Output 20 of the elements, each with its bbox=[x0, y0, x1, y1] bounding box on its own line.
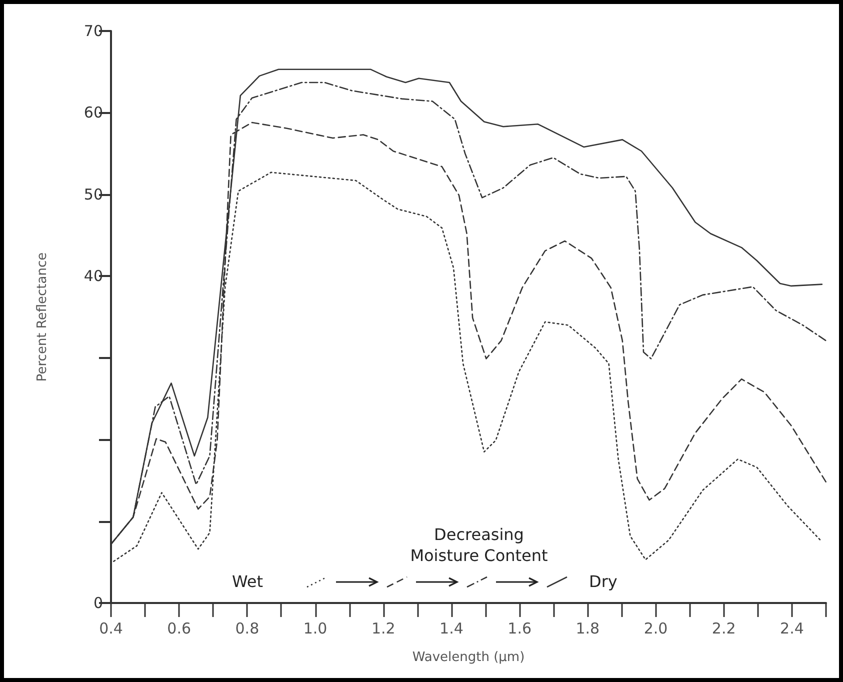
x-tick-label: 1.2 bbox=[371, 620, 396, 638]
y-axis-title: Percent Reflectance bbox=[35, 252, 50, 382]
x-tick-label: 2.4 bbox=[780, 620, 804, 638]
x-tick-label: 2.2 bbox=[712, 620, 736, 638]
x-tick-label: 0.4 bbox=[99, 620, 123, 638]
x-tick-label: 1.0 bbox=[303, 620, 328, 638]
x-tick-label: 1.8 bbox=[576, 620, 600, 638]
x-tick-label: 1.6 bbox=[508, 620, 532, 638]
x-tick-label: 2.0 bbox=[644, 620, 668, 638]
y-tick-label: 60 bbox=[84, 104, 103, 122]
y-tick-label: 50 bbox=[84, 185, 103, 204]
x-tick-label: 0.6 bbox=[167, 620, 192, 638]
x-tick-label: 0.8 bbox=[235, 620, 260, 638]
annotation: Decreasing Moisture Content bbox=[409, 524, 549, 566]
y-tick-label: 40 bbox=[84, 267, 103, 286]
y-tick-label: 70 bbox=[84, 22, 103, 40]
annotation: Dry bbox=[589, 572, 618, 591]
x-axis-title: Wavelength (µm) bbox=[412, 650, 525, 665]
annotation: Wet bbox=[232, 572, 263, 591]
x-tick-label: 1.4 bbox=[440, 620, 464, 638]
